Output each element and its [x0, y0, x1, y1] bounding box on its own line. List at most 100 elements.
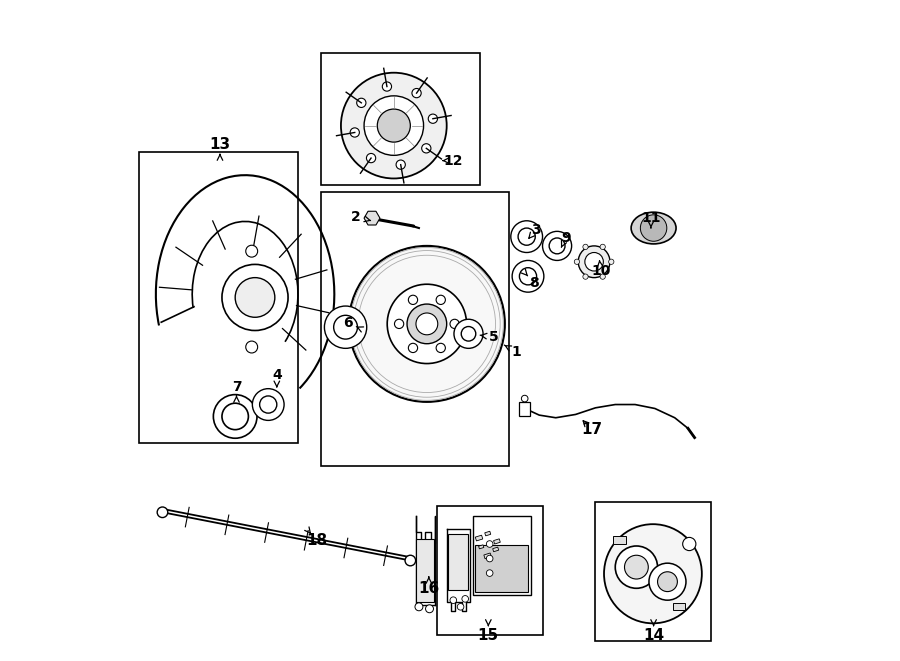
Circle shape — [356, 98, 366, 108]
Circle shape — [486, 555, 493, 562]
Circle shape — [252, 389, 284, 420]
Circle shape — [683, 537, 696, 551]
Text: 14: 14 — [643, 629, 664, 643]
Circle shape — [341, 73, 446, 178]
Bar — [673, 603, 685, 610]
Circle shape — [259, 396, 277, 413]
Circle shape — [324, 306, 366, 348]
Bar — [436, 506, 543, 635]
Circle shape — [543, 231, 572, 260]
Circle shape — [583, 244, 588, 249]
Text: 9: 9 — [561, 231, 571, 245]
Circle shape — [512, 260, 544, 292]
Circle shape — [450, 597, 456, 603]
Circle shape — [409, 295, 418, 305]
Bar — [321, 192, 509, 466]
Circle shape — [394, 319, 404, 329]
Circle shape — [416, 313, 437, 334]
Circle shape — [334, 315, 357, 339]
Circle shape — [549, 238, 565, 254]
Circle shape — [600, 274, 606, 280]
Circle shape — [583, 274, 588, 280]
Text: 18: 18 — [306, 533, 327, 548]
Circle shape — [222, 403, 248, 430]
Circle shape — [518, 228, 536, 245]
Circle shape — [649, 563, 686, 600]
Circle shape — [366, 153, 375, 163]
Circle shape — [422, 143, 431, 153]
Circle shape — [412, 89, 421, 98]
Text: 11: 11 — [641, 211, 661, 225]
Circle shape — [641, 215, 667, 241]
Text: 15: 15 — [478, 629, 499, 643]
Circle shape — [486, 541, 493, 547]
Circle shape — [585, 253, 603, 271]
Circle shape — [616, 546, 658, 588]
Ellipse shape — [631, 212, 676, 244]
Circle shape — [382, 82, 392, 91]
Circle shape — [457, 603, 464, 610]
Text: 10: 10 — [591, 264, 610, 278]
Circle shape — [511, 221, 543, 253]
Text: 16: 16 — [418, 581, 439, 596]
Circle shape — [222, 264, 288, 330]
Text: 5: 5 — [489, 330, 499, 344]
Text: 3: 3 — [531, 223, 541, 237]
Bar — [484, 553, 491, 559]
Bar — [613, 536, 626, 544]
Bar — [475, 535, 482, 541]
Text: 17: 17 — [580, 422, 602, 437]
Circle shape — [436, 295, 446, 305]
Circle shape — [409, 343, 418, 352]
Circle shape — [426, 605, 434, 613]
Circle shape — [658, 572, 678, 592]
Bar — [492, 547, 499, 552]
Circle shape — [600, 244, 606, 249]
Circle shape — [608, 259, 614, 264]
Circle shape — [578, 246, 610, 278]
Circle shape — [625, 555, 648, 579]
Text: 1: 1 — [511, 344, 521, 359]
Circle shape — [350, 128, 359, 137]
Bar — [475, 545, 528, 592]
Circle shape — [377, 109, 410, 142]
Circle shape — [349, 246, 505, 402]
Circle shape — [158, 507, 167, 518]
Circle shape — [213, 395, 257, 438]
Circle shape — [246, 341, 257, 353]
Circle shape — [235, 278, 274, 317]
Text: 2: 2 — [351, 210, 361, 224]
Text: 13: 13 — [210, 137, 230, 151]
Text: 12: 12 — [444, 153, 464, 168]
Circle shape — [450, 319, 459, 329]
Circle shape — [519, 268, 536, 285]
Circle shape — [486, 570, 493, 576]
Bar — [417, 539, 434, 602]
Circle shape — [454, 319, 483, 348]
Circle shape — [396, 160, 405, 169]
Circle shape — [405, 555, 416, 566]
Bar — [596, 502, 711, 641]
Circle shape — [574, 259, 580, 264]
Circle shape — [415, 603, 423, 611]
Ellipse shape — [604, 524, 702, 623]
Bar — [485, 531, 490, 536]
Bar — [448, 534, 468, 590]
Circle shape — [387, 284, 466, 364]
Bar — [321, 53, 480, 185]
Circle shape — [407, 304, 446, 344]
Circle shape — [461, 327, 476, 341]
Circle shape — [521, 395, 528, 402]
Bar — [140, 152, 298, 443]
Circle shape — [364, 96, 424, 155]
Bar — [519, 402, 530, 416]
Circle shape — [436, 343, 446, 352]
Text: 8: 8 — [529, 276, 539, 290]
Text: 7: 7 — [231, 379, 241, 394]
Bar — [493, 539, 500, 544]
Circle shape — [428, 114, 437, 124]
Text: 4: 4 — [272, 368, 282, 383]
Circle shape — [246, 245, 257, 257]
Text: 6: 6 — [343, 315, 353, 330]
Bar — [473, 516, 531, 595]
